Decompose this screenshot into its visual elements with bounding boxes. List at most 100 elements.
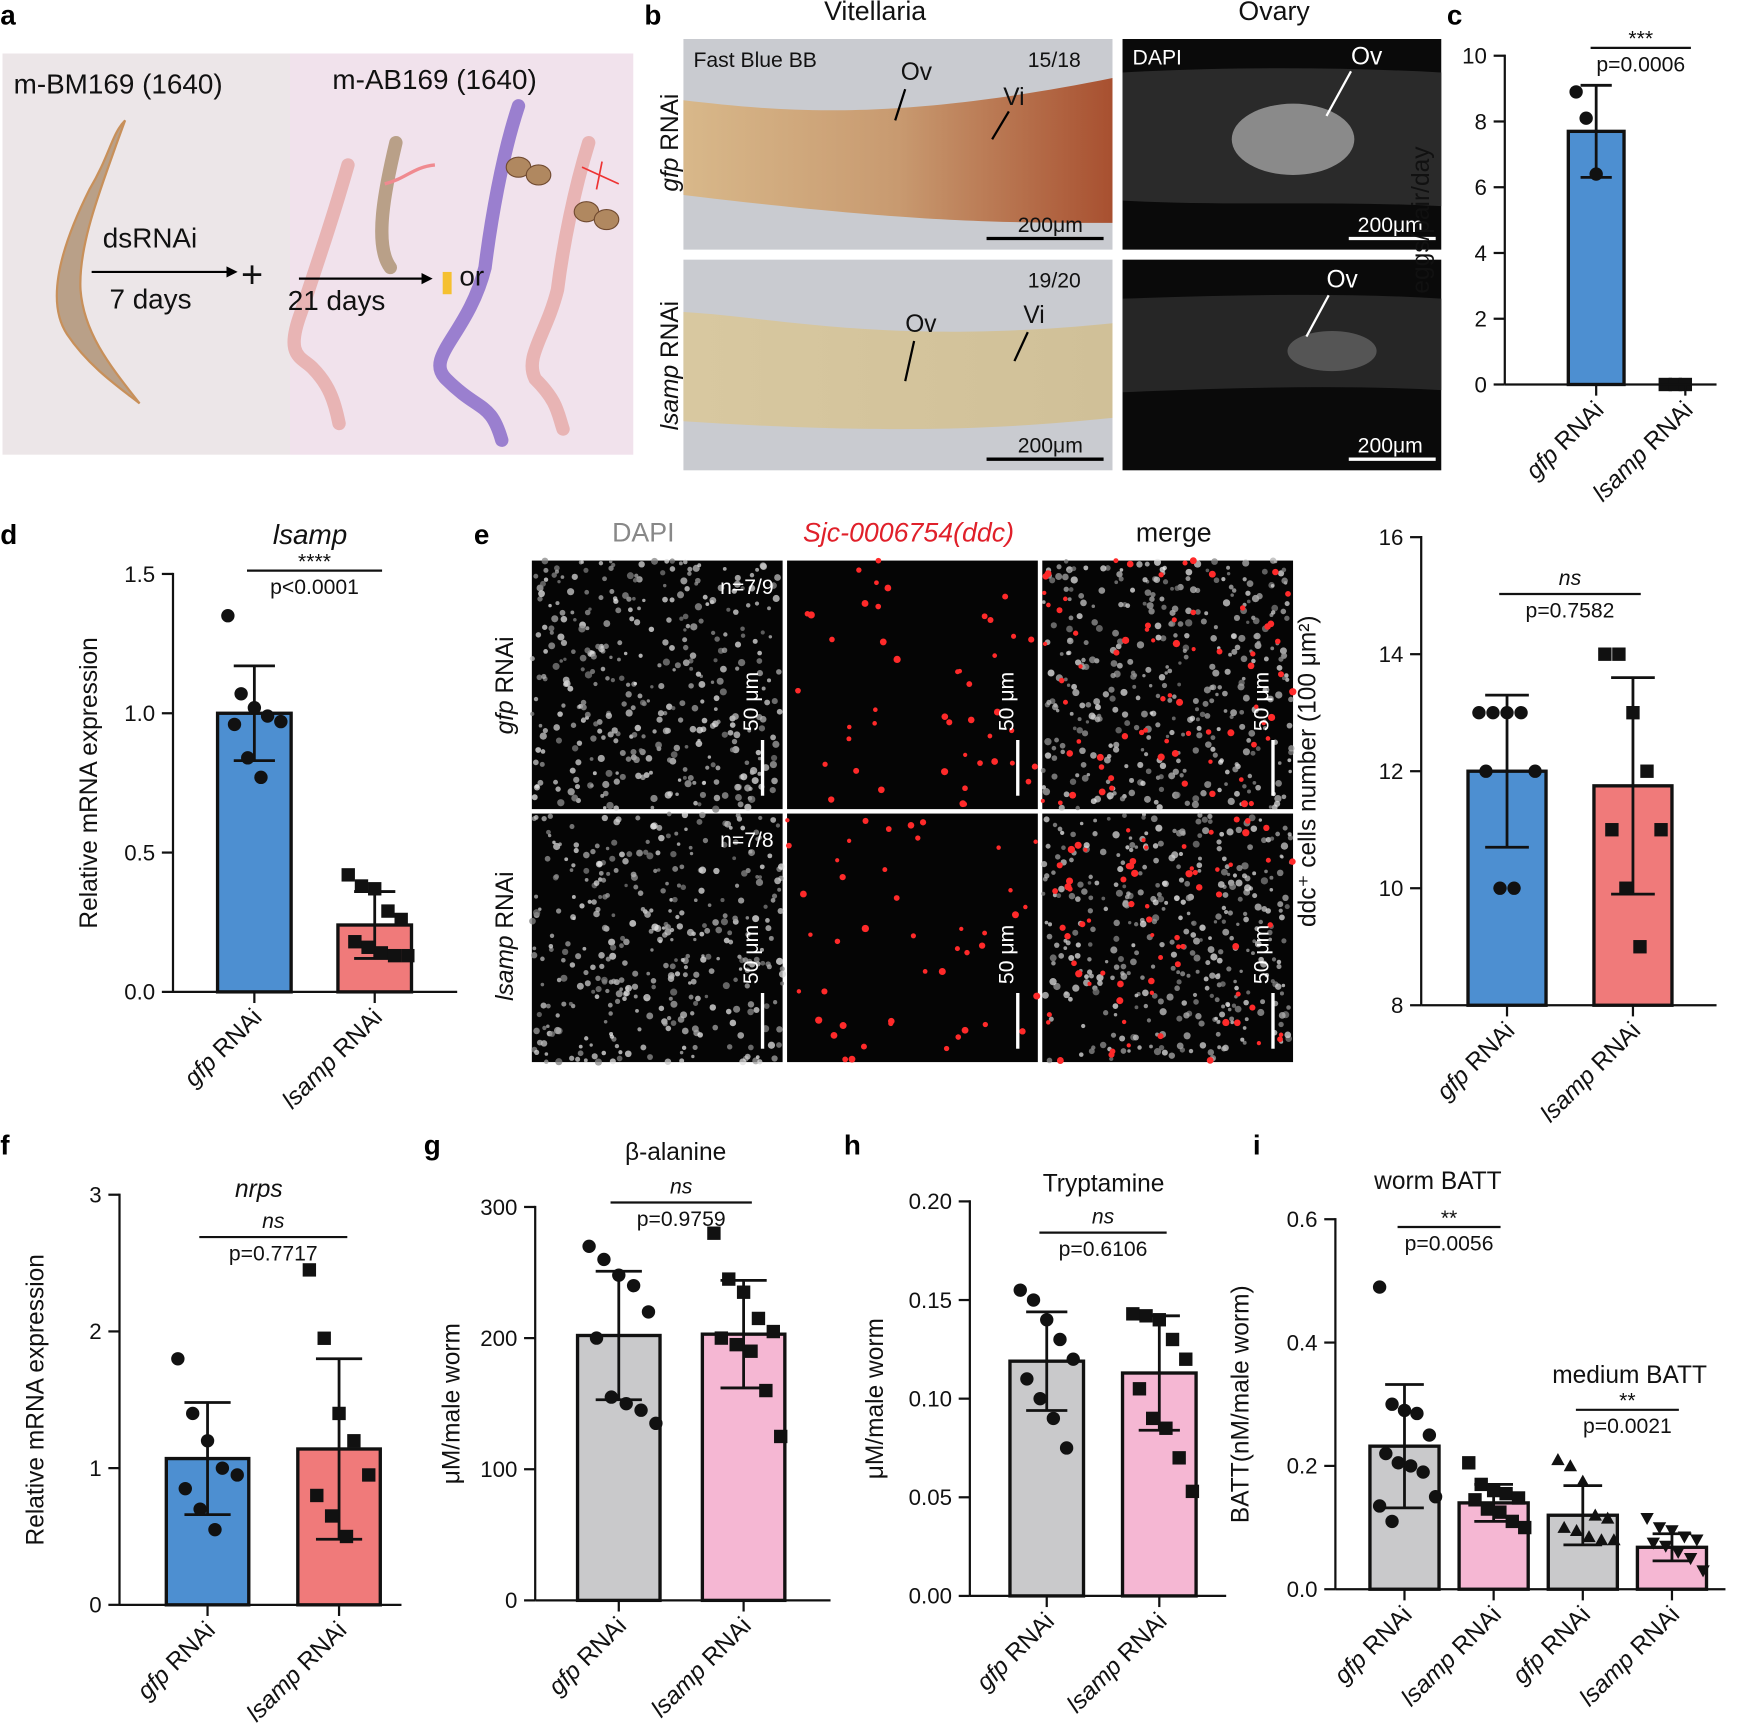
nucleus-dot bbox=[1153, 857, 1159, 864]
ddc-cell-dot bbox=[1238, 777, 1244, 782]
nucleus-dot bbox=[1133, 724, 1140, 731]
nucleus-dot bbox=[555, 1013, 560, 1018]
nucleus-dot bbox=[1066, 637, 1074, 645]
nucleus-dot bbox=[713, 867, 720, 875]
data-point bbox=[1391, 1456, 1405, 1470]
nucleus-dot bbox=[630, 705, 636, 711]
nucleus-dot bbox=[660, 570, 666, 576]
nucleus-dot bbox=[598, 870, 604, 876]
data-point bbox=[1600, 1511, 1615, 1524]
nucleus-dot bbox=[681, 1045, 687, 1051]
ddc-cell-dot bbox=[992, 653, 998, 658]
nucleus-dot bbox=[584, 609, 591, 616]
y-tick-label: 2 bbox=[1475, 307, 1487, 332]
data-point bbox=[604, 1390, 619, 1404]
ddc-cell-dot bbox=[847, 724, 852, 730]
nucleus-dot bbox=[1044, 752, 1052, 759]
nucleus-dot bbox=[1251, 658, 1256, 664]
nucleus-dot bbox=[1102, 691, 1110, 698]
nucleus-dot bbox=[609, 855, 616, 862]
nucleus-dot bbox=[1242, 1040, 1247, 1045]
nucleus-dot bbox=[1217, 787, 1222, 793]
nucleus-dot bbox=[689, 652, 697, 659]
nucleus-dot bbox=[1196, 732, 1203, 739]
ddc-cell-dot bbox=[967, 716, 975, 724]
mature-female-worm-icon bbox=[433, 99, 526, 447]
nucleus-dot bbox=[1230, 709, 1237, 717]
nucleus-dot bbox=[1195, 609, 1201, 615]
data-point bbox=[260, 709, 275, 723]
nucleus-dot bbox=[708, 968, 715, 975]
x-tick-label: lsamp RNAi bbox=[277, 1004, 388, 1115]
nucleus-dot bbox=[745, 916, 750, 920]
ddc-cell-dot bbox=[1117, 980, 1124, 988]
nucleus-dot bbox=[1197, 812, 1203, 818]
nucleus-dot bbox=[1286, 1005, 1291, 1010]
nucleus-dot bbox=[542, 1025, 547, 1031]
dapi-image: 50 μmn=7/8 bbox=[529, 811, 787, 1066]
nucleus-dot bbox=[697, 1032, 703, 1038]
ddc-cell-dot bbox=[1158, 955, 1164, 960]
nucleus-dot bbox=[737, 1032, 745, 1039]
nucleus-dot bbox=[615, 990, 623, 998]
nucleus-dot bbox=[599, 963, 605, 970]
nucleus-dot bbox=[629, 616, 635, 622]
ddc-cell-dot bbox=[1131, 869, 1139, 877]
nucleus-dot bbox=[636, 577, 641, 582]
ddc-cell-dot bbox=[1191, 647, 1196, 652]
y-axis-label: μM/male worm bbox=[438, 1323, 465, 1484]
y-tick-label: 0.15 bbox=[909, 1288, 952, 1313]
nucleus-dot bbox=[1113, 741, 1120, 748]
nucleus-dot bbox=[539, 761, 545, 767]
data-point bbox=[626, 1278, 641, 1293]
nucleus-dot bbox=[556, 908, 562, 914]
y-tick-label: 0.0 bbox=[124, 980, 155, 1005]
nucleus-dot bbox=[1130, 958, 1137, 966]
nucleus-dot bbox=[1072, 726, 1077, 731]
nucleus-dot bbox=[713, 707, 718, 711]
nucleus-dot bbox=[745, 603, 751, 608]
treatment-label: dsRNAi bbox=[103, 222, 197, 253]
nucleus-dot bbox=[701, 780, 707, 786]
nucleus-dot bbox=[601, 735, 606, 740]
y-tick-label: 0.4 bbox=[1287, 1330, 1318, 1355]
ddc-cell-dot bbox=[1250, 651, 1256, 657]
ddc-cell-dot bbox=[1264, 623, 1271, 630]
unfertile-female-worm-icon bbox=[525, 135, 596, 436]
nucleus-dot bbox=[1041, 891, 1046, 896]
nucleus-dot bbox=[571, 863, 576, 868]
nucleus-dot bbox=[581, 717, 586, 721]
nucleus-dot bbox=[1059, 652, 1064, 656]
nucleus-dot bbox=[1144, 752, 1149, 757]
nucleus-dot bbox=[1221, 905, 1227, 911]
nucleus-dot bbox=[1112, 706, 1119, 713]
nucleus-dot bbox=[619, 987, 624, 992]
egg-icon bbox=[525, 164, 552, 186]
nucleus-dot bbox=[748, 1044, 754, 1051]
data-point bbox=[221, 609, 235, 623]
nucleus-dot bbox=[1268, 805, 1273, 809]
nucleus-dot bbox=[1130, 587, 1136, 593]
nucleus-dot bbox=[1192, 840, 1200, 848]
data-point bbox=[641, 1305, 656, 1319]
nucleus-dot bbox=[648, 626, 655, 633]
ddc-cell-dot bbox=[966, 681, 973, 688]
nucleus-dot bbox=[1185, 568, 1193, 576]
data-point bbox=[1659, 1540, 1673, 1553]
ddc-cell-dot bbox=[1108, 1051, 1115, 1058]
data-point bbox=[1671, 1546, 1685, 1559]
y-axis-label: Relative mRNA expression bbox=[76, 637, 103, 928]
data-point bbox=[1379, 1446, 1393, 1461]
nucleus-dot bbox=[1216, 973, 1221, 977]
nucleus-dot bbox=[713, 658, 718, 663]
nucleus-dot bbox=[584, 980, 591, 987]
significance-stars: ns bbox=[670, 1176, 693, 1199]
nucleus-dot bbox=[1230, 633, 1237, 640]
ddc-cell-dot bbox=[1171, 617, 1177, 623]
nucleus-dot bbox=[1240, 1037, 1245, 1042]
nucleus-dot bbox=[1222, 690, 1228, 697]
pointer-line bbox=[1325, 70, 1352, 117]
data-point bbox=[612, 1268, 626, 1282]
nucleus-dot bbox=[771, 698, 778, 705]
nucleus-dot bbox=[557, 799, 565, 807]
